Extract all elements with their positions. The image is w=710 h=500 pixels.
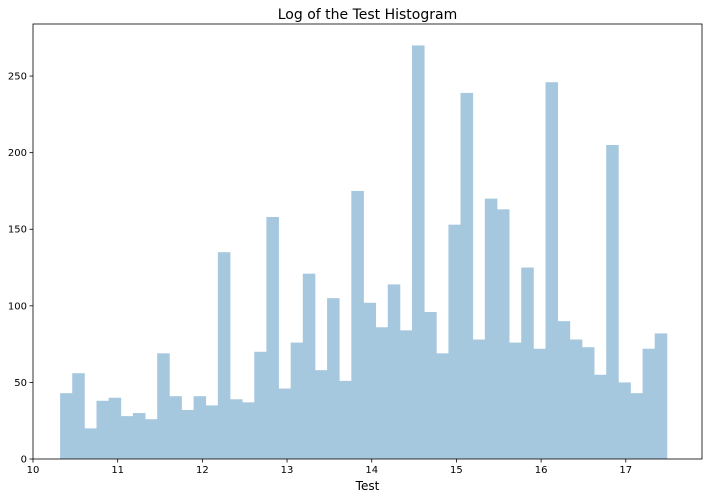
histogram-bar (618, 382, 631, 459)
histogram-bar (254, 351, 267, 459)
x-tick-label: 10 (27, 465, 40, 476)
histogram-bar (521, 267, 534, 459)
histogram-bar (630, 393, 643, 459)
histogram-bar (351, 190, 364, 459)
y-tick-label: 150 (8, 225, 27, 236)
histogram-bar (193, 396, 207, 459)
histogram-bar (120, 416, 134, 459)
plot-frame (32, 23, 703, 460)
y-tick-label: 100 (8, 301, 27, 312)
histogram-bar (387, 284, 401, 459)
histogram-bar (399, 330, 413, 459)
histogram-bar (472, 339, 486, 459)
histogram-bar (84, 428, 97, 459)
chart-title: Log of the Test Histogram (278, 7, 457, 23)
histogram-bar (290, 342, 304, 459)
histogram-bar (557, 321, 571, 459)
histogram-bar (302, 273, 316, 459)
histogram-bar (266, 216, 279, 459)
x-axis-ticks: 10 11 12 13 14 15 16 17 (27, 459, 632, 476)
histogram-bar (132, 413, 146, 459)
y-tick-label: 200 (8, 148, 27, 159)
histogram-bar (314, 370, 328, 459)
histogram-bar (327, 298, 340, 459)
histogram-bar (157, 353, 170, 459)
y-tick-label: 250 (8, 72, 27, 83)
histogram-bar (72, 373, 85, 459)
histogram-bar (60, 393, 73, 459)
x-tick-label: 16 (535, 465, 548, 476)
histogram-bar (363, 302, 377, 459)
histogram-bar (642, 348, 656, 459)
x-tick-label: 13 (281, 465, 294, 476)
y-tick-label: 0 (21, 455, 27, 466)
x-tick-label: 14 (365, 465, 378, 476)
histogram-bar (484, 198, 498, 460)
histogram-bar (181, 409, 194, 459)
histogram-bar (339, 380, 352, 459)
histogram-bar (509, 342, 522, 459)
x-axis-label: Test (355, 479, 380, 493)
bars-group (60, 45, 668, 460)
y-axis-ticks: 0 50 100 150 200 250 (8, 72, 33, 466)
histogram-bar (460, 92, 474, 460)
histogram-bar (242, 402, 255, 459)
histogram-bar (654, 333, 668, 459)
histogram-bar (496, 209, 510, 459)
histogram-bar (424, 311, 437, 459)
histogram-bar (533, 348, 546, 459)
histogram-bar (375, 327, 389, 459)
histogram-bar (217, 252, 231, 459)
x-tick-label: 11 (111, 465, 124, 476)
histogram-bar (569, 339, 583, 459)
histogram-bar (108, 397, 122, 459)
x-tick-label: 15 (450, 465, 463, 476)
x-tick-label: 12 (196, 465, 209, 476)
histogram-bar (412, 45, 425, 459)
histogram-bar (229, 399, 243, 459)
histogram-bar (205, 405, 219, 459)
y-tick-label: 50 (14, 378, 27, 389)
histogram-bar (145, 419, 158, 459)
histogram-bar (169, 396, 182, 459)
histogram-bar (606, 145, 619, 459)
histogram-bar (581, 347, 595, 459)
histogram-bar (448, 224, 461, 459)
histogram-bar (96, 400, 110, 459)
histogram-bar (545, 82, 559, 459)
histogram-bar (594, 374, 607, 459)
histogram-bar (278, 388, 292, 459)
x-tick-label: 17 (619, 465, 632, 476)
histogram-bar (436, 353, 449, 459)
